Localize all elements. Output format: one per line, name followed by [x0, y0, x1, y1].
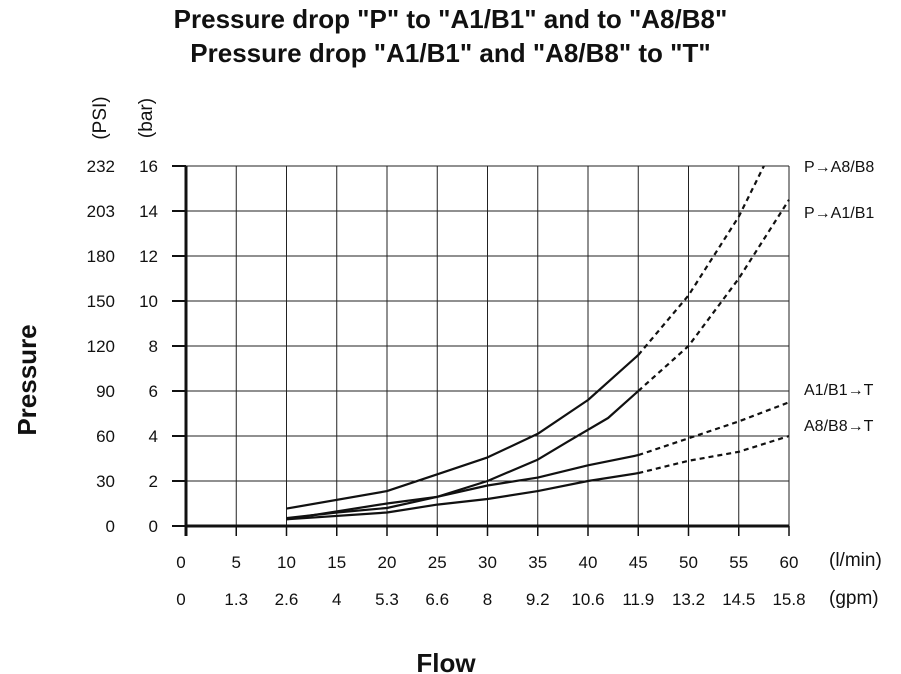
x-tick-label-gpm: 15.8 [772, 590, 805, 609]
x-unit-gpm-label: (gpm) [829, 588, 879, 609]
series-lines [286, 165, 790, 521]
x-tick-label-lmin: 35 [528, 553, 547, 572]
chart-subtitle: Pressure drop "A1/B1" and "A8/B8" to "T" [190, 38, 711, 68]
y-tick-label-psi: 60 [96, 427, 115, 446]
x-tick-label-gpm: 10.6 [571, 590, 604, 609]
x-tick-label-lmin: 55 [729, 553, 748, 572]
y-tick-label-bar: 8 [149, 337, 158, 356]
x-tick-label-lmin: 25 [428, 553, 447, 572]
y-tick-label-bar: 16 [139, 157, 158, 176]
y-tick-label-bar: 4 [149, 427, 158, 446]
x-tick-label-gpm: 14.5 [722, 590, 755, 609]
series-line-solid-p-a8-b8 [286, 354, 640, 510]
series-label-p-a8b8: P→A8/B8 [804, 159, 874, 176]
x-tick-label-lmin: 45 [629, 553, 648, 572]
y-tick-label-psi: 203 [87, 202, 115, 221]
y-tick-label-bar: 10 [139, 292, 158, 311]
y-tick-label-psi: 150 [87, 292, 115, 311]
y-axis-label: Pressure [12, 324, 42, 435]
y-tick-label-psi: 232 [87, 157, 115, 176]
x-tick-label-gpm: 11.9 [622, 590, 654, 609]
x-tick-label-lmin: 0 [176, 553, 185, 572]
y-tick-label-psi: 90 [96, 382, 115, 401]
x-tick-label-lmin: 30 [478, 553, 497, 572]
y-unit-psi-label: (PSI) [90, 96, 111, 139]
axis-and-series-labels: Pressure (PSI) (bar) Flow (l/min) (gpm) … [12, 96, 882, 674]
y-tick-label-psi: 30 [96, 472, 115, 491]
y-tick-label-psi: 120 [87, 337, 115, 356]
x-tick-label-gpm: 6.6 [425, 590, 449, 609]
x-tick-label-lmin: 50 [679, 553, 698, 572]
x-tick-label-lmin: 20 [378, 553, 397, 572]
series-label-a8b8-t: A8/B8→T [804, 418, 874, 435]
x-tick-label-gpm: 4 [332, 590, 341, 609]
x-tick-label-lmin: 60 [780, 553, 799, 572]
y-tick-label-bar: 6 [149, 382, 158, 401]
y-tick-label-bar: 0 [149, 517, 158, 536]
x-tick-label-lmin: 15 [327, 553, 346, 572]
chart-title: Pressure drop "P" to "A1/B1" and to "A8/… [173, 4, 728, 34]
axes [172, 165, 790, 536]
series-line-dashed-a1-b1-t [637, 401, 790, 457]
x-tick-label-gpm: 0 [176, 590, 185, 609]
series-line-solid-a8-b8-t [286, 472, 639, 521]
x-tick-label-gpm: 2.6 [275, 590, 299, 609]
x-tick-label-lmin: 10 [277, 553, 296, 572]
series-label-p-a1b1: P→A1/B1 [804, 205, 874, 222]
x-unit-lmin-label: (l/min) [829, 550, 882, 571]
series-line-dashed-p-a1-b1 [637, 199, 790, 392]
x-tick-label-gpm: 1.3 [224, 590, 248, 609]
series-line-solid-p-a1-b1 [286, 390, 640, 520]
x-tick-label-gpm: 5.3 [375, 590, 399, 609]
series-label-a1b1-t: A1/B1→T [804, 382, 874, 399]
y-unit-bar-label: (bar) [136, 98, 157, 138]
y-tick-label-bar: 14 [139, 202, 158, 221]
y-tick-label-psi: 0 [106, 517, 115, 536]
x-tick-label-lmin: 5 [232, 553, 241, 572]
x-tick-label-gpm: 8 [483, 590, 492, 609]
y-tick-label-bar: 12 [139, 247, 158, 266]
series-line-dashed-p-a8-b8 [637, 165, 765, 356]
grid [186, 165, 790, 526]
y-tick-label-psi: 180 [87, 247, 115, 266]
x-tick-label-lmin: 40 [579, 553, 598, 572]
series-line-solid-a1-b1-t [286, 454, 639, 521]
series-line-dashed-a8-b8-t [638, 434, 790, 475]
x-axis-label: Flow [416, 648, 476, 674]
x-tick-label-gpm: 13.2 [672, 590, 705, 609]
y-tick-label-bar: 2 [149, 472, 158, 491]
x-tick-label-gpm: 9.2 [526, 590, 550, 609]
